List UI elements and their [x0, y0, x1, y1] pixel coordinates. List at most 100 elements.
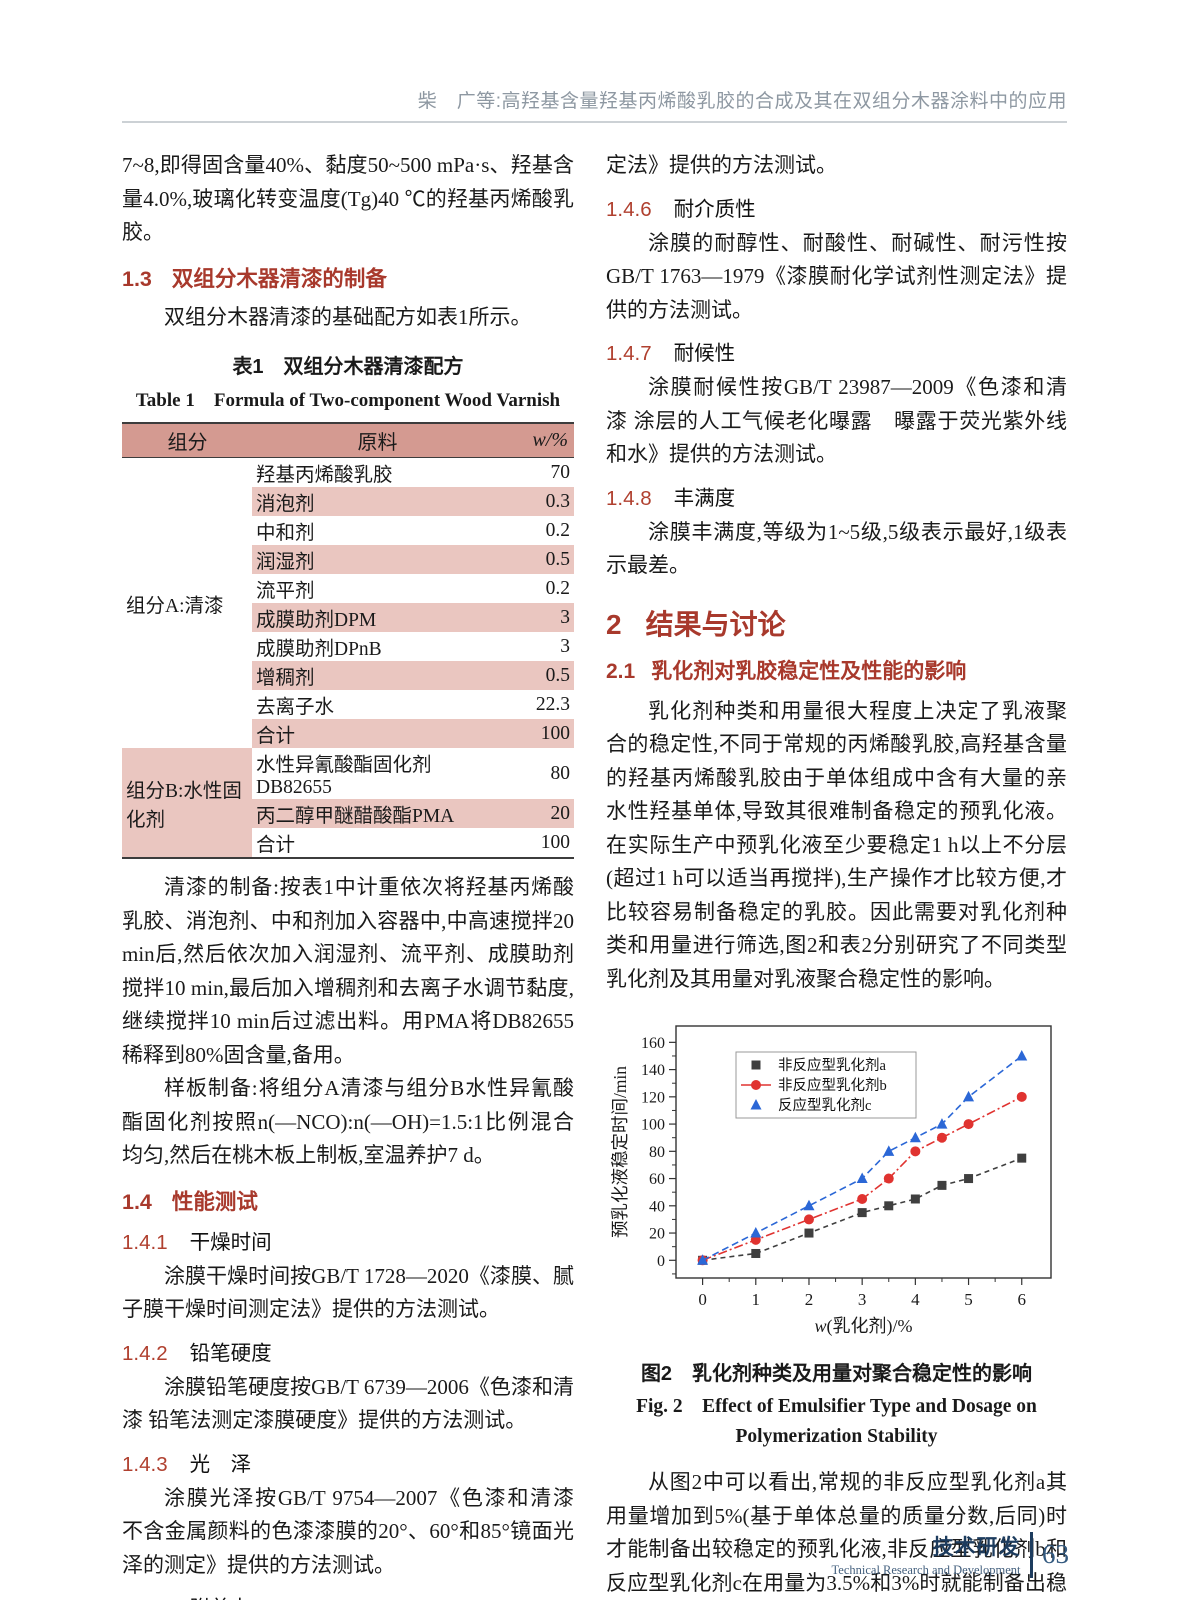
svg-text:0: 0 — [657, 1253, 665, 1270]
table-row: 合计 100 — [122, 828, 574, 858]
svg-text:反应型乳化剂c: 反应型乳化剂c — [778, 1096, 871, 1114]
footer-section-cn: 技术研发 — [932, 1536, 1021, 1559]
table1-material-cell: 丙二醇甲醚醋酸酯PMA — [252, 799, 496, 828]
table1-weight-cell: 22.3 — [535, 693, 570, 715]
left-column: 7~8,即得固含量40%、黏度50~500 mPa·s、羟基含量4.0%,玻璃化… — [122, 149, 574, 1600]
table-row: 成膜助剂DPnB 3 — [122, 632, 574, 661]
paragraph-continuation: 定法》提供的方法测试。 — [606, 153, 837, 177]
paragraph-weather-resistance: 涂膜耐候性按GB/T 23987—2009《色漆和清漆 涂层的人工气候老化曝露 … — [606, 375, 1067, 466]
table-row: 合计 100 — [122, 719, 574, 748]
subsection-heading-1-4-6: 1.4.6 耐介质性 — [606, 192, 1067, 222]
table1-header-row: 组分 原料 w/% — [122, 423, 574, 458]
section-number: 2 — [606, 608, 622, 640]
section-heading-2-1: 2.1 乳化剂对乳胶稳定性及性能的影响 — [606, 655, 1067, 685]
svg-text:非反应型乳化剂a: 非反应型乳化剂a — [778, 1056, 886, 1074]
figure2-caption-en: Fig. 2 Effect of Emulsifier Type and Dos… — [636, 1396, 1037, 1447]
table-row: 消泡剂 0.3 — [122, 487, 574, 516]
svg-text:40: 40 — [649, 1198, 665, 1215]
page-number: 63 — [1042, 1539, 1069, 1569]
paragraph-figure-discussion: 从图2中可以看出,常规的非反应型乳化剂a其用量增加到5%(基于单体总量的质量分数… — [606, 1470, 1067, 1595]
subsection-heading-1-4-8: 1.4.8 丰满度 — [606, 481, 1067, 511]
footer-section-en: Technical Research and Development — [831, 1563, 1021, 1577]
paragraph-varnish-prep: 清漆的制备:按表1中计重依次将羟基丙烯酸乳胶、消泡剂、中和剂加入容器中,中高速搅… — [122, 875, 574, 1067]
section-title: 性能测试 — [171, 1189, 258, 1214]
subsection-title: 光 泽 — [189, 1452, 252, 1476]
right-column: 定法》提供的方法测试。 1.4.6 耐介质性 涂膜的耐醇性、耐酸性、耐碱性、耐污性… — [606, 149, 1067, 1600]
table-row: 流平剂 0.2 — [122, 574, 574, 603]
table1-material-cell: 润湿剂 — [252, 545, 496, 574]
table1-header-material: 原料 — [252, 423, 496, 458]
section-heading-1-4: 1.4 性能测试 — [122, 1185, 574, 1216]
table1-weight-cell: 0.5 — [496, 661, 574, 690]
svg-text:80: 80 — [649, 1144, 665, 1161]
section-heading-1-3: 1.3 双组分木器清漆的制备 — [122, 262, 574, 293]
table1-weight-cell: 20 — [496, 799, 574, 828]
svg-text:3: 3 — [858, 1290, 867, 1309]
table1-weight-cell: 100 — [496, 719, 574, 748]
paragraph-panel-prep: 样板制备:将组分A清漆与组分B水性异氰酸酯固化剂按照n(—NCO):n(—OH)… — [122, 1076, 574, 1167]
table1-weight-cell: 3 — [560, 635, 570, 657]
svg-text:非反应型乳化剂b: 非反应型乳化剂b — [778, 1076, 887, 1094]
table-row: 丙二醇甲醚醋酸酯PMA 20 — [122, 799, 574, 828]
subsection-number: 1.4.3 — [122, 1452, 168, 1476]
subsection-heading-1-4-4: 1.4.4 附着力 — [122, 1591, 574, 1600]
svg-text:140: 140 — [641, 1062, 665, 1079]
svg-text:1: 1 — [752, 1290, 761, 1309]
paragraph-media-resistance: 涂膜的耐醇性、耐酸性、耐碱性、耐污性按GB/T 1763—1979《漆膜耐化学试… — [606, 230, 1067, 322]
subsection-title: 干燥时间 — [189, 1230, 272, 1254]
table1-material-cell: 羟基丙烯酸乳胶 — [256, 465, 393, 486]
svg-text:20: 20 — [649, 1226, 665, 1243]
table1-material-cell: 消泡剂 — [252, 487, 496, 516]
paragraph-dry-time: 涂膜干燥时间按GB/T 1728—2020《漆膜、腻子膜干燥时间测定法》提供的方… — [122, 1263, 574, 1322]
table-row: 组分B:水性固化剂 水性异氰酸酯固化剂DB82655 80 — [122, 748, 574, 858]
table1-material-cell: 合计 — [252, 719, 496, 748]
section-title: 结果与讨论 — [645, 608, 786, 640]
svg-text:5: 5 — [964, 1290, 973, 1309]
table-row: 润湿剂 0.5 — [122, 545, 574, 574]
section-title: 乳化剂对乳胶稳定性及性能的影响 — [651, 659, 967, 683]
subsection-title: 耐介质性 — [673, 197, 756, 221]
table1-weight-cell: 80 — [550, 762, 571, 784]
subsection-heading-1-4-1: 1.4.1 干燥时间 — [122, 1225, 574, 1255]
svg-text:160: 160 — [641, 1035, 665, 1052]
svg-text:60: 60 — [649, 1171, 665, 1188]
table1-material-cell: 去离子水 — [256, 697, 335, 718]
table1-caption-cn: 表1 双组分木器清漆配方 — [232, 356, 464, 378]
table-row: 中和剂 0.2 — [122, 516, 574, 545]
footer-divider-bar — [1029, 1531, 1033, 1578]
paragraph-intro: 7~8,即得固含量40%、黏度50~500 mPa·s、羟基含量4.0%,玻璃化… — [122, 153, 574, 244]
svg-text:4: 4 — [911, 1290, 920, 1309]
paragraph-table-intro: 双组分木器清漆的基础配方如表1所示。 — [164, 304, 532, 329]
paragraph-gloss: 涂膜光泽按GB/T 9754—2007《色漆和清漆 不含金属颜料的色漆漆膜的20… — [122, 1485, 574, 1577]
paragraph-emulsifier-intro: 乳化剂种类和用量很大程度上决定了乳液聚合的稳定性,不同于常规的丙烯酸乳胶,高羟基… — [606, 698, 1067, 991]
table1-material-cell: 流平剂 — [256, 581, 315, 602]
subsection-title: 丰满度 — [673, 486, 736, 510]
table1-material-cell: 成膜助剂DPnB — [256, 639, 382, 660]
table1-weight-cell: 0.2 — [545, 519, 570, 541]
table-row: 组分A:清漆 羟基丙烯酸乳胶 70 — [122, 458, 574, 617]
table1-material-cell: 增稠剂 — [252, 661, 496, 690]
section-number: 2.1 — [606, 659, 636, 683]
subsection-number: 1.4.7 — [606, 342, 652, 365]
subsection-title: 铅笔硬度 — [189, 1341, 272, 1365]
section-number: 1.4 — [122, 1189, 152, 1214]
subsection-heading-1-4-3: 1.4.3 光 泽 — [122, 1447, 574, 1477]
figure2-chart: 0 20 40 60 80 100 120 140 160 0 1 2 3 4 5 6 w(乳化剂)/% 预乳化液… — [610, 1025, 1052, 1337]
svg-text:100: 100 — [641, 1117, 665, 1134]
subsection-heading-1-4-2: 1.4.2 铅笔硬度 — [122, 1336, 574, 1366]
table1-material-cell: 合计 — [256, 835, 296, 856]
subsection-number: 1.4.4 — [122, 1597, 168, 1600]
table1-material-cell: 中和剂 — [256, 523, 315, 544]
table1-material-cell: 水性异氰酸酯固化剂DB82655 — [256, 755, 432, 798]
subsection-number: 1.4.6 — [606, 197, 652, 221]
svg-text:w(乳化剂)/%: w(乳化剂)/% — [815, 1316, 913, 1337]
paragraph-pencil-hardness: 涂膜铅笔硬度按GB/T 6739—2006《色漆和清漆 铅笔法测定漆膜硬度》提供… — [122, 1374, 574, 1433]
table-row: 去离子水 22.3 — [122, 690, 574, 719]
section-title: 双组分木器清漆的制备 — [171, 266, 387, 291]
svg-text:2: 2 — [805, 1290, 814, 1309]
subsection-title: 附着力 — [190, 1597, 252, 1600]
table1-caption-en: Table 1 Formula of Two-component Wood Va… — [135, 390, 561, 411]
table-row: 成膜助剂DPM 3 — [122, 603, 574, 632]
subsection-number: 1.4.1 — [122, 1230, 168, 1254]
